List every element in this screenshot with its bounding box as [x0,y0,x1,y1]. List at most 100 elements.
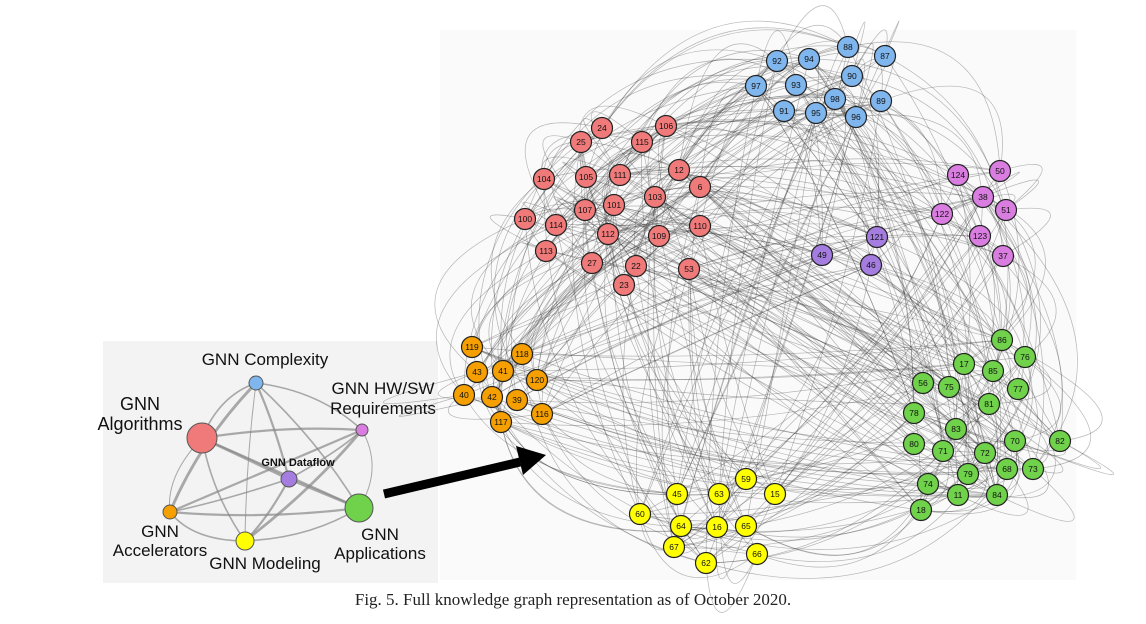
node-circle [688,214,712,238]
node-label: 62 [701,558,711,568]
node-label: 71 [938,446,948,456]
summary-edge [169,428,363,514]
graph-edge [851,43,874,118]
graph-edge [580,121,984,198]
node-label: 12 [674,165,684,175]
summary-edge [201,427,363,440]
graph-edge [955,339,1011,430]
graph-edge [584,209,1034,470]
graph-edge [584,209,944,452]
graph-edge [500,127,603,372]
summary-node-label: GNN Applications [334,525,426,563]
node-label: 103 [648,192,662,202]
graph-edge [699,44,886,188]
graph-edge [755,85,1061,442]
graph-edge [536,60,778,381]
summary-label-line: GNN [120,394,160,414]
graph-node-39: 39 [505,388,529,412]
node-label: 82 [1055,436,1065,446]
node-circle [569,130,593,154]
graph-node-109: 109 [647,224,671,248]
node-circle [630,130,654,154]
graph-edge [982,196,1045,470]
graph-edge [590,111,643,176]
graph-edge [619,174,1061,442]
graph-edge [383,371,478,405]
graph-node-88: 88 [836,35,860,59]
graph-edge [880,100,1003,341]
node-circle [911,371,935,395]
graph-edge [678,169,994,372]
node-circle [994,198,1018,222]
graph-node-51: 51 [994,198,1018,222]
graph-edge [927,428,977,491]
node-circle [705,515,729,539]
graph-edge [541,58,810,415]
graph-node-17: 17 [952,352,976,376]
graph-edge [884,55,1009,341]
graph-edge [463,394,678,495]
graph-edge [490,178,545,355]
graph-edge [635,265,924,384]
graph-edge [601,127,922,511]
graph-node-78: 78 [902,401,926,425]
graph-edge [963,209,1036,365]
graph-edge [699,186,823,256]
node-circle [763,482,787,506]
graph-node-59: 59 [734,467,758,491]
summary-graph-background [103,341,438,583]
graph-node-94: 94 [797,47,821,71]
node-label: 109 [652,231,666,241]
node-label: 116 [535,409,549,419]
graph-edge [516,254,823,401]
graph-edge [553,196,609,235]
graph-edge [658,85,757,237]
node-circle [810,243,834,267]
summary-label-line: Accelerators [113,541,207,560]
node-circle [734,514,758,538]
graph-edge [641,134,984,198]
graph-edge [676,60,778,495]
graph-edge [543,178,707,564]
graph-edge [1014,440,1115,476]
node-circle [956,462,980,486]
summary-node-cplx: GNN Complexity [202,350,329,391]
summary-label-line: Algorithms [97,414,182,434]
graph-edge [870,228,905,266]
graph-edge [716,525,747,579]
node-circle [525,368,549,392]
graph-edge [745,112,817,527]
node-circle [573,198,597,222]
graph-edge [613,100,882,206]
node-circle [643,185,667,209]
node-circle [491,359,515,383]
graph-node-24: 24 [590,116,614,140]
graph-edge [524,85,757,220]
summary-edge [169,506,360,517]
graph-edge [502,98,836,372]
graph-edge [545,250,998,496]
graph-edge [876,236,1024,390]
graph-node-23: 23 [612,273,636,297]
graph-edge [745,356,1026,527]
graph-edge [678,169,950,388]
graph-edge [585,176,965,365]
graph-edge [580,141,720,495]
graph-node-49: 49 [810,243,834,267]
graph-node-115: 115 [630,130,654,154]
summary-node-label: GNN Algorithms [97,394,182,434]
graph-edge [705,553,758,613]
graph-edge [658,235,944,452]
graph-edge [658,235,1061,442]
graph-edge [774,264,872,495]
graph-edge [957,363,999,496]
graph-edge [633,169,680,267]
graph-edge [920,363,979,511]
graph-edge [1001,339,1103,442]
node-circle [532,167,556,191]
graph-edge [524,95,882,220]
node-label: 22 [631,261,641,271]
graph-node-83: 83 [944,417,968,441]
summary-node-app: GNN Applications [334,493,426,563]
